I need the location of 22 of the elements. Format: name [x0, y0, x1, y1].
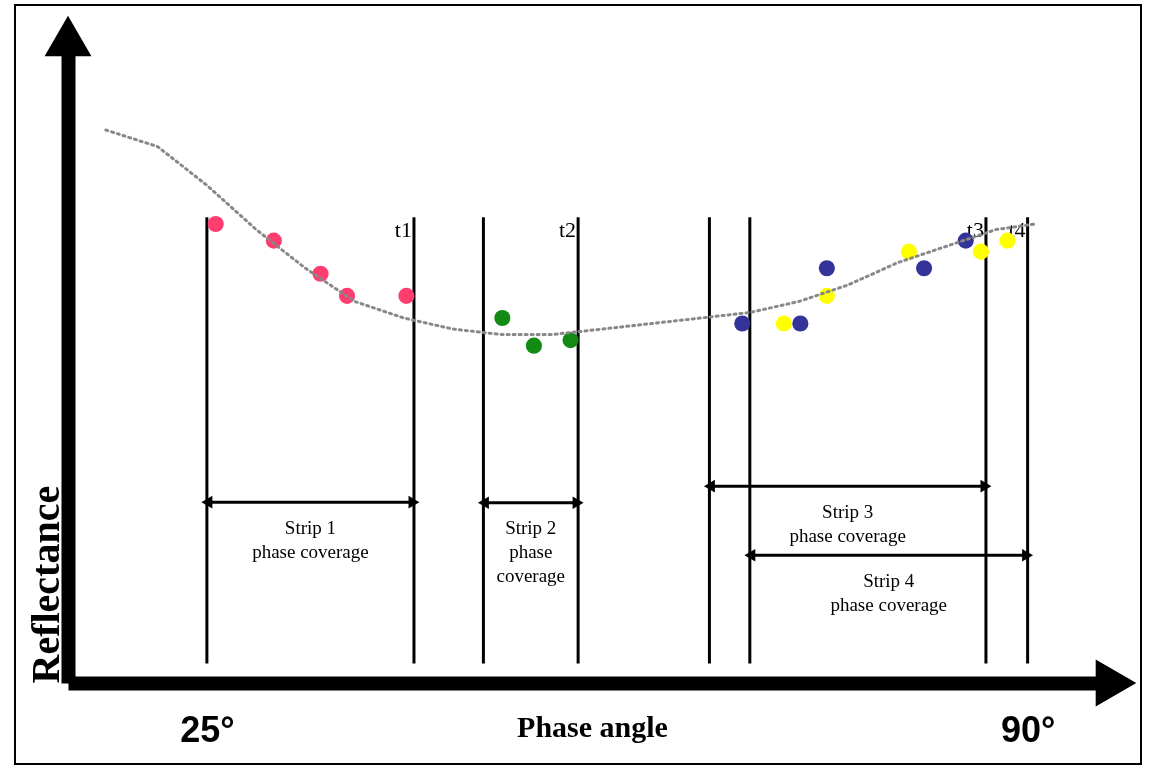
x-axis-title: Phase angle: [517, 709, 668, 743]
x-tick-label: 90°: [1000, 708, 1056, 750]
point: [207, 215, 224, 233]
ref-line-label: t2: [558, 217, 577, 243]
point: [775, 315, 792, 332]
point: [972, 243, 989, 260]
annotation: Strip 1 phase coverage: [252, 516, 369, 562]
ref-line-label: t1: [394, 217, 412, 243]
point: [818, 260, 835, 277]
x-tick-label: 25°: [180, 708, 235, 750]
y-axis-title: Reflectance: [22, 485, 68, 684]
point: [916, 260, 933, 277]
annotation: Strip 4 phase coverage: [830, 569, 948, 615]
point: [734, 315, 751, 332]
point: [398, 287, 415, 304]
point: [494, 309, 511, 327]
point: [525, 337, 542, 354]
point: [792, 315, 809, 332]
point: [562, 332, 579, 349]
annotation: Strip 3 phase coverage: [789, 500, 906, 546]
annotation: Strip 2 phase coverage: [496, 517, 566, 587]
point: [900, 243, 917, 260]
